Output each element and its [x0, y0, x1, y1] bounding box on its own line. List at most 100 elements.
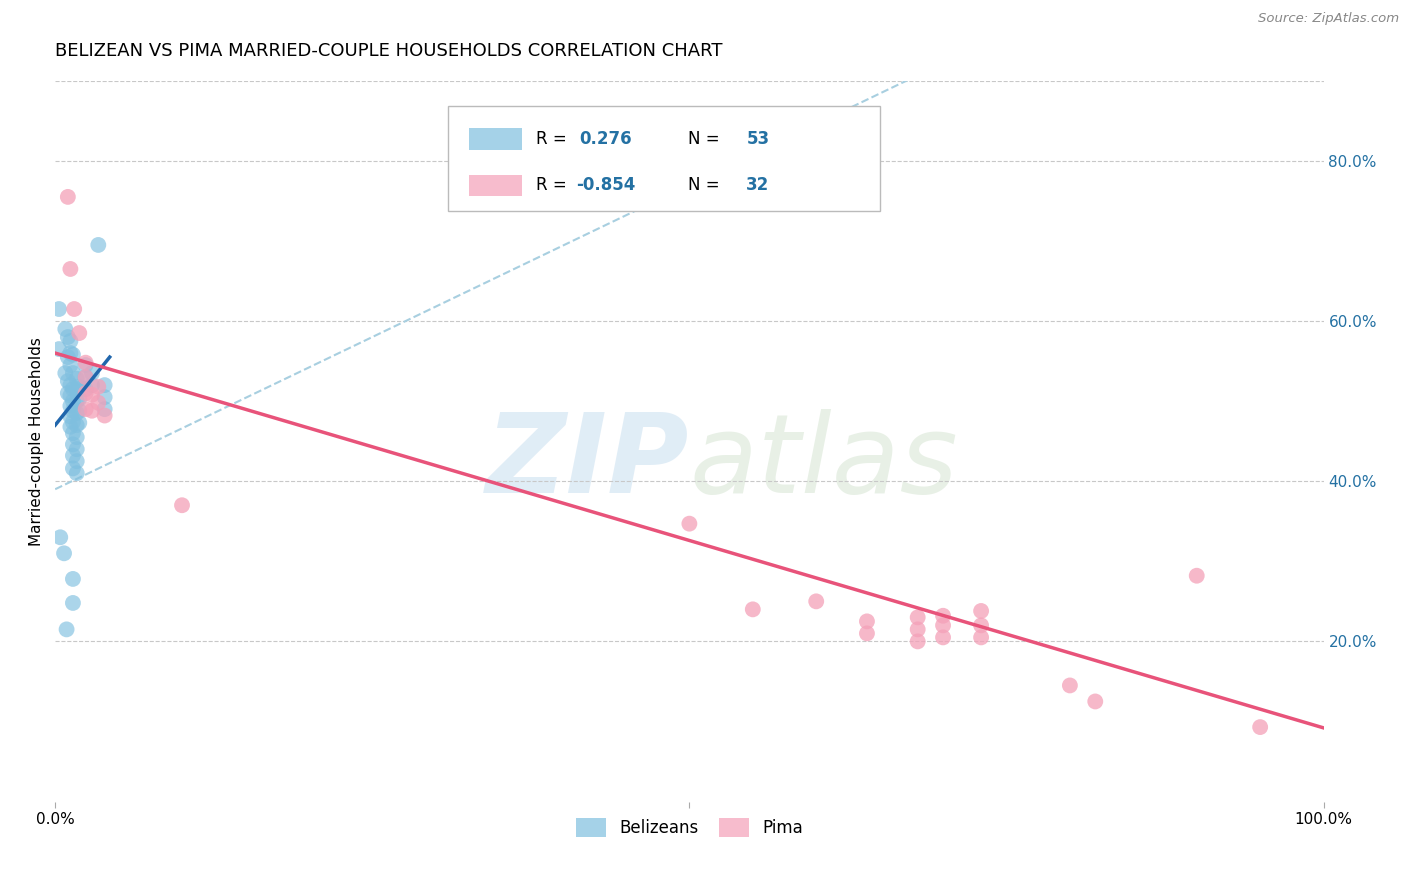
Text: 0.276: 0.276	[579, 129, 631, 148]
Point	[170, 498, 193, 512]
Point	[856, 626, 879, 640]
Y-axis label: Married-couple Households: Married-couple Households	[30, 336, 44, 546]
Point	[1249, 720, 1271, 734]
Point	[93, 409, 115, 423]
Point	[75, 370, 97, 384]
Point	[59, 346, 82, 360]
FancyBboxPatch shape	[449, 106, 880, 211]
Point	[59, 419, 82, 434]
Point	[80, 378, 103, 392]
Point	[93, 378, 115, 392]
Point	[55, 623, 77, 637]
FancyBboxPatch shape	[468, 128, 522, 150]
Point	[67, 416, 90, 430]
Point	[62, 437, 84, 451]
Point	[87, 395, 110, 409]
Text: 53: 53	[747, 129, 769, 148]
Point	[59, 409, 82, 424]
Text: Source: ZipAtlas.com: Source: ZipAtlas.com	[1258, 12, 1399, 25]
Point	[66, 406, 89, 420]
Point	[66, 394, 89, 409]
Point	[66, 372, 89, 386]
Point	[75, 402, 97, 417]
Point	[1185, 568, 1208, 582]
Text: ZIP: ZIP	[486, 409, 689, 516]
Point	[56, 386, 79, 401]
Point	[66, 466, 89, 480]
Point	[62, 403, 84, 417]
Text: atlas: atlas	[689, 409, 957, 516]
Point	[75, 386, 97, 401]
Point	[67, 326, 90, 340]
Text: -0.854: -0.854	[576, 177, 636, 194]
Point	[62, 461, 84, 475]
Point	[59, 399, 82, 413]
Point	[66, 442, 89, 457]
Point	[75, 370, 97, 384]
Point	[53, 322, 76, 336]
Point	[932, 608, 955, 623]
Point	[66, 382, 89, 396]
Point	[75, 358, 97, 372]
Point	[56, 350, 79, 364]
Point	[59, 388, 82, 402]
Point	[48, 342, 70, 356]
Text: R =: R =	[536, 177, 567, 194]
Point	[67, 403, 90, 417]
Point	[66, 430, 89, 444]
Text: BELIZEAN VS PIMA MARRIED-COUPLE HOUSEHOLDS CORRELATION CHART: BELIZEAN VS PIMA MARRIED-COUPLE HOUSEHOL…	[55, 42, 723, 60]
Point	[67, 392, 90, 406]
Point	[62, 572, 84, 586]
Point	[62, 426, 84, 441]
Point	[59, 334, 82, 348]
Point	[80, 366, 103, 380]
Point	[87, 238, 110, 252]
Point	[59, 358, 82, 372]
Point	[59, 262, 82, 277]
Legend: Belizeans, Pima: Belizeans, Pima	[569, 811, 810, 844]
Point	[1084, 694, 1107, 708]
Point	[63, 301, 86, 316]
Point	[856, 615, 879, 629]
Point	[75, 382, 97, 396]
Point	[62, 449, 84, 463]
Point	[907, 634, 929, 648]
Point	[87, 380, 110, 394]
Point	[66, 454, 89, 468]
Point	[93, 402, 115, 417]
Text: R =: R =	[536, 129, 567, 148]
Point	[806, 594, 828, 608]
Point	[62, 596, 84, 610]
Point	[80, 388, 103, 402]
Point	[62, 394, 84, 409]
Point	[970, 618, 993, 632]
Point	[62, 382, 84, 396]
Point	[56, 374, 79, 388]
Point	[1059, 678, 1081, 692]
FancyBboxPatch shape	[468, 175, 522, 196]
Point	[970, 631, 993, 645]
Point	[56, 330, 79, 344]
Point	[48, 301, 70, 316]
Point	[62, 415, 84, 429]
Point	[932, 631, 955, 645]
Point	[907, 610, 929, 624]
Point	[678, 516, 700, 531]
Point	[75, 356, 97, 370]
Point	[970, 604, 993, 618]
Text: N =: N =	[688, 129, 720, 148]
Text: 32: 32	[747, 177, 769, 194]
Point	[67, 380, 90, 394]
Point	[53, 546, 76, 560]
Point	[62, 366, 84, 380]
Point	[62, 348, 84, 362]
Text: N =: N =	[688, 177, 720, 194]
Point	[56, 190, 79, 204]
Point	[66, 418, 89, 433]
Point	[741, 602, 763, 616]
Point	[59, 378, 82, 392]
Point	[53, 366, 76, 380]
Point	[80, 403, 103, 417]
Point	[49, 530, 72, 544]
Point	[93, 390, 115, 404]
